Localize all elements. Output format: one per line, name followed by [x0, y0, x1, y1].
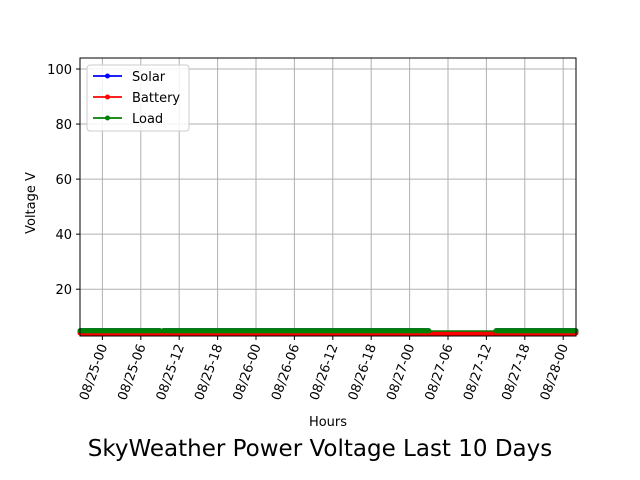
- series-lines: [77, 328, 579, 336]
- chart-title: SkyWeather Power Voltage Last 10 Days: [88, 436, 553, 462]
- y-axis-label: Voltage V: [24, 172, 39, 234]
- y-tick-label: 20: [55, 283, 72, 298]
- legend-marker-solar: [105, 73, 110, 79]
- y-tick-label: 100: [47, 63, 72, 78]
- legend-marker-load: [105, 115, 110, 121]
- x-tick-label: 08/27-06: [423, 342, 457, 402]
- x-axis-ticks: 08/25-00 08/25-06 08/25-12 08/25-18 08/26-00…: [77, 336, 572, 403]
- y-tick-label: 60: [55, 173, 72, 188]
- x-tick-label: 08/25-12: [154, 342, 188, 402]
- x-tick-label: 08/28-00: [538, 342, 572, 402]
- series-load: [77, 328, 579, 334]
- legend-label-battery: Battery: [132, 91, 180, 106]
- x-tick-label: 08/25-18: [192, 342, 226, 402]
- y-tick-label: 80: [55, 118, 72, 133]
- x-tick-label: 08/25-06: [115, 342, 149, 402]
- legend-label-solar: Solar: [132, 70, 166, 85]
- x-tick-label: 08/27-18: [499, 342, 533, 402]
- legend-label-load: Load: [132, 112, 163, 127]
- x-tick-label: 08/25-00: [77, 342, 111, 402]
- x-tick-label: 08/26-00: [231, 342, 265, 402]
- x-tick-label: 08/26-06: [269, 342, 303, 402]
- legend-marker-battery: [105, 94, 110, 100]
- plot-frame: [79, 57, 577, 337]
- x-tick-label: 08/27-00: [384, 342, 418, 402]
- x-axis-label: Hours: [309, 415, 347, 430]
- legend: Solar Battery Load: [86, 64, 190, 132]
- y-tick-label: 40: [55, 228, 72, 243]
- y-axis-ticks: 20 40 60 80 100: [47, 63, 80, 298]
- x-tick-label: 08/27-12: [461, 342, 495, 402]
- legend-box: [86, 64, 190, 132]
- x-tick-label: 08/26-12: [307, 342, 341, 402]
- x-tick-label: 08/26-18: [346, 342, 380, 402]
